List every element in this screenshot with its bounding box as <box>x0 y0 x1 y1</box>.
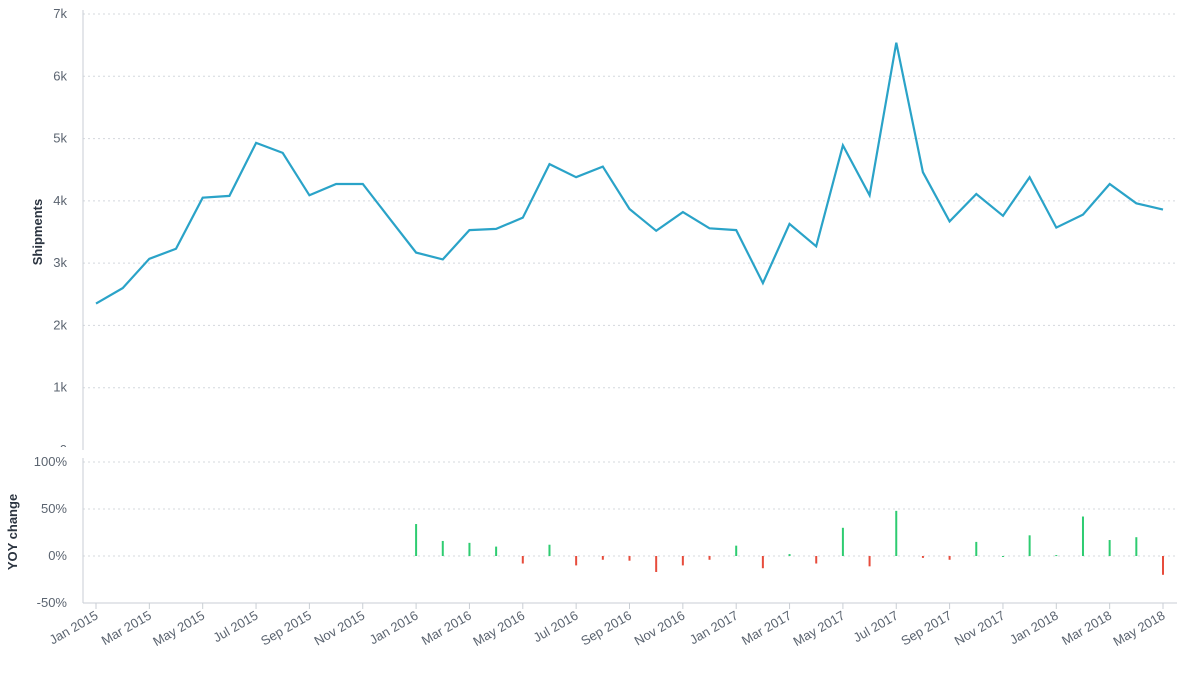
yoy-y-tick-label: 50% <box>41 501 67 516</box>
x-tick-label: Jul 2015 <box>210 608 260 646</box>
yoy-bar <box>521 556 524 564</box>
yoy-y-tick-label: -50% <box>37 595 68 610</box>
x-tick-label: Jul 2017 <box>851 608 901 646</box>
yoy-bar <box>948 556 951 560</box>
x-tick-label: Jan 2016 <box>367 608 421 648</box>
shipments-y-tick-label: 4k <box>53 193 67 208</box>
shipments-y-tick-label: 6k <box>53 68 67 83</box>
x-tick-label: Mar 2016 <box>419 608 474 648</box>
shipments-y-tick-label: 2k <box>53 317 67 332</box>
x-tick-label: Mar 2017 <box>739 608 794 648</box>
yoy-bar <box>1108 540 1111 556</box>
x-tick-label: Sep 2017 <box>898 608 954 649</box>
yoy-bar <box>681 556 684 566</box>
yoy-bar <box>735 545 738 556</box>
yoy-bar <box>415 524 418 556</box>
shipments-panel: 01k2k3k4k5k6k7kShipments <box>30 6 1177 459</box>
x-tick-label: Sep 2015 <box>258 608 314 649</box>
panel-gap <box>50 447 80 459</box>
yoy-bar <box>1081 516 1084 556</box>
yoy-y-tick-label: 0% <box>48 548 67 563</box>
x-tick-label: Jul 2016 <box>531 608 581 646</box>
yoy-y-tick-label: 100% <box>34 454 68 469</box>
x-tick-label: Jan 2018 <box>1007 608 1061 648</box>
x-tick-label: Mar 2015 <box>99 608 154 648</box>
x-tick-label: Mar 2018 <box>1059 608 1114 648</box>
yoy-bar <box>975 541 978 556</box>
yoy-bar <box>841 527 844 556</box>
shipments-line <box>95 42 1164 305</box>
yoy-bar <box>575 556 578 566</box>
yoy-y-axis-title: YOY change <box>5 494 20 570</box>
yoy-bar <box>1055 555 1058 557</box>
shipments-y-tick-label: 3k <box>53 255 67 270</box>
x-tick-label: Nov 2016 <box>632 608 688 649</box>
yoy-bar <box>815 556 818 564</box>
yoy-bar <box>761 556 764 569</box>
yoy-bar <box>601 556 604 560</box>
shipments-y-tick-label: 1k <box>53 380 67 395</box>
x-tick-label: Nov 2015 <box>312 608 368 649</box>
yoy-bar <box>655 556 658 572</box>
yoy-panel: -50% 0% 50% 100% YOY change <box>5 454 1177 610</box>
shipments-y-tick-label: 5k <box>53 131 67 146</box>
yoy-bar <box>868 556 871 567</box>
yoy-bar <box>495 546 498 556</box>
x-tick-label: May 2018 <box>1111 608 1168 650</box>
shipments-y-tick-label: 7k <box>53 6 67 21</box>
x-tick-label: May 2017 <box>790 608 847 650</box>
x-tick-label: Nov 2017 <box>952 608 1008 649</box>
yoy-bar <box>1001 556 1004 557</box>
yoy-bar <box>708 556 711 560</box>
yoy-bar <box>468 542 471 556</box>
shipments-y-axis-title: Shipments <box>30 199 45 265</box>
x-tick-label: Jan 2015 <box>47 608 101 648</box>
yoy-bar <box>921 556 924 558</box>
yoy-bar <box>1028 535 1031 556</box>
x-tick-label: Jan 2017 <box>687 608 741 648</box>
x-tick-label: May 2016 <box>470 608 527 650</box>
x-tick-label: Sep 2016 <box>578 608 634 649</box>
yoy-bar <box>628 556 631 561</box>
yoy-bar <box>548 544 551 556</box>
yoy-bar <box>1162 556 1164 575</box>
yoy-bar <box>895 510 898 556</box>
x-tick-label: May 2015 <box>150 608 207 650</box>
yoy-bar <box>1135 537 1138 556</box>
yoy-bar <box>441 540 444 556</box>
yoy-bar <box>788 554 791 556</box>
